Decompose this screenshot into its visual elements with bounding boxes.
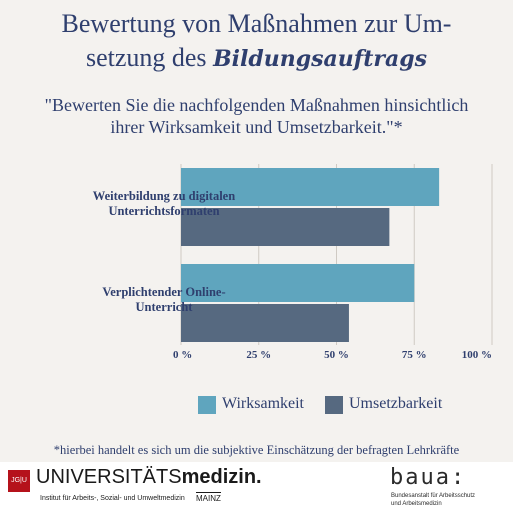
footer-logos: JG|U UNIVERSITÄTSmedizin. Institut für A… — [0, 462, 513, 513]
uni-name-regular: UNIVERSITÄTS — [36, 466, 182, 488]
baua-subtitle-line2: und Arbeitsmedizin — [391, 501, 442, 507]
bar-umsetzbarkeit-2 — [181, 304, 349, 342]
bar-umsetzbarkeit-1 — [181, 208, 390, 246]
bar-wirksamkeit-2 — [181, 264, 415, 302]
baua-logo: baua: — [390, 465, 467, 490]
city-name: MAINZ — [196, 492, 221, 503]
institute-name: Institut für Arbeits-, Sozial- und Umwel… — [40, 495, 185, 502]
chart-title-line2-prefix: setzung des — [85, 43, 207, 72]
uni-name-bold: medizin. — [181, 466, 262, 488]
chart-title-line2: setzung des Bildungsauftrags — [0, 42, 513, 75]
legend-label-wirksamkeit: Wirksamkeit — [222, 395, 304, 412]
bar-wirksamkeit-1 — [181, 168, 440, 206]
tick-label-75: 75 % — [402, 349, 427, 361]
legend-swatch-wirksamkeit — [198, 396, 216, 414]
category-label-2-line1: Verplichtender Online- — [102, 285, 225, 299]
chart-legend: Wirksamkeit Umsetzbarkeit — [0, 395, 513, 416]
tick-label-50: 50 % — [324, 349, 349, 361]
category-label-2-line2: Unterricht — [136, 300, 194, 314]
category-label-1-line1: Weiterbildung zu digitalen — [93, 189, 235, 203]
bar-chart: Weiterbildung zu digitalenUnterrichtsfor… — [93, 164, 493, 361]
chart-title-script-word: Bildungsauftrags — [213, 46, 428, 72]
tick-label-100: 100 % — [462, 349, 492, 361]
chart-subtitle-line2: ihrer Wirksamkeit und Umsetzbarkeit."* — [110, 117, 403, 137]
baua-subtitle: Bundesanstalt für Arbeitsschutz und Arbe… — [391, 492, 511, 508]
chart-subtitle-line1: "Bewerten Sie die nachfolgenden Maßnahme… — [44, 95, 469, 115]
legend-label-umsetzbarkeit: Umsetzbarkeit — [349, 395, 443, 412]
jgu-logo-icon: JG|U — [8, 470, 30, 492]
category-label-1-line2: Unterrichtsformaten — [108, 204, 219, 218]
tick-label-25: 25 % — [246, 349, 271, 361]
baua-subtitle-line1: Bundesanstalt für Arbeitsschutz — [391, 493, 476, 499]
chart-title-line1: Bewertung von Maßnahmen zur Um- — [61, 9, 452, 38]
footnote: *hierbei handelt es sich um die subjekti… — [53, 443, 460, 457]
tick-label-0: 0 % — [173, 349, 192, 361]
legend-swatch-umsetzbarkeit — [325, 396, 343, 414]
universitaetsmedizin-logo: UNIVERSITÄTSmedizin. — [36, 466, 262, 489]
